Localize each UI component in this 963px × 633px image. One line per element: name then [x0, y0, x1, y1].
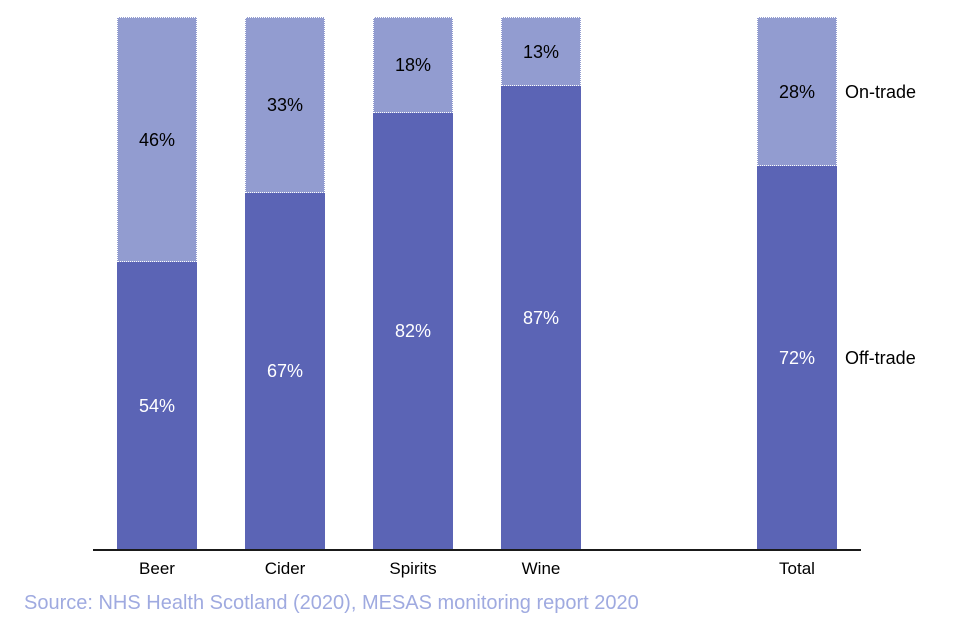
bar-wine: 13% 87% — [501, 17, 581, 549]
bar-spirits: 18% 82% — [373, 17, 453, 549]
category-label-spirits: Spirits — [389, 559, 437, 578]
segment-on-trade-beer: 46% — [117, 17, 197, 262]
source-caption: Source: NHS Health Scotland (2020), MESA… — [24, 592, 639, 614]
segment-label-on-trade: 46% — [138, 129, 176, 150]
segment-off-trade-spirits: 82% — [373, 113, 453, 549]
category-label-total: Total — [779, 559, 815, 578]
segment-label-on-trade: 13% — [522, 41, 560, 62]
segment-label-on-trade: 18% — [394, 55, 432, 75]
segment-label-off-trade: 87% — [522, 307, 560, 328]
segment-on-trade-cider: 33% — [245, 17, 325, 193]
segment-off-trade-beer: 54% — [117, 262, 197, 549]
segment-label-on-trade: 28% — [778, 81, 816, 102]
bar-beer: 46% 54% — [117, 17, 197, 549]
category-label-cider: Cider — [264, 559, 306, 578]
segment-label-off-trade: 82% — [394, 321, 432, 341]
segment-label-on-trade: 33% — [266, 95, 304, 115]
segment-on-trade-total: 28% — [757, 17, 837, 166]
segment-off-trade-wine: 87% — [501, 86, 581, 549]
bar-cider: 33% 67% — [245, 17, 325, 549]
segment-off-trade-cider: 67% — [245, 193, 325, 549]
segment-label-off-trade: 72% — [778, 347, 816, 368]
segment-label-off-trade: 54% — [138, 395, 176, 416]
segment-on-trade-wine: 13% — [501, 17, 581, 86]
segment-off-trade-total: 72% — [757, 166, 837, 549]
legend-off-trade: Off-trade — [845, 347, 916, 368]
category-label-wine: Wine — [521, 559, 561, 578]
category-label-beer: Beer — [139, 559, 175, 578]
bar-total: 28% 72% — [757, 17, 837, 549]
x-axis-line — [93, 549, 861, 551]
segment-label-off-trade: 67% — [266, 361, 304, 381]
legend-on-trade: On-trade — [845, 81, 917, 102]
segment-on-trade-spirits: 18% — [373, 17, 453, 113]
